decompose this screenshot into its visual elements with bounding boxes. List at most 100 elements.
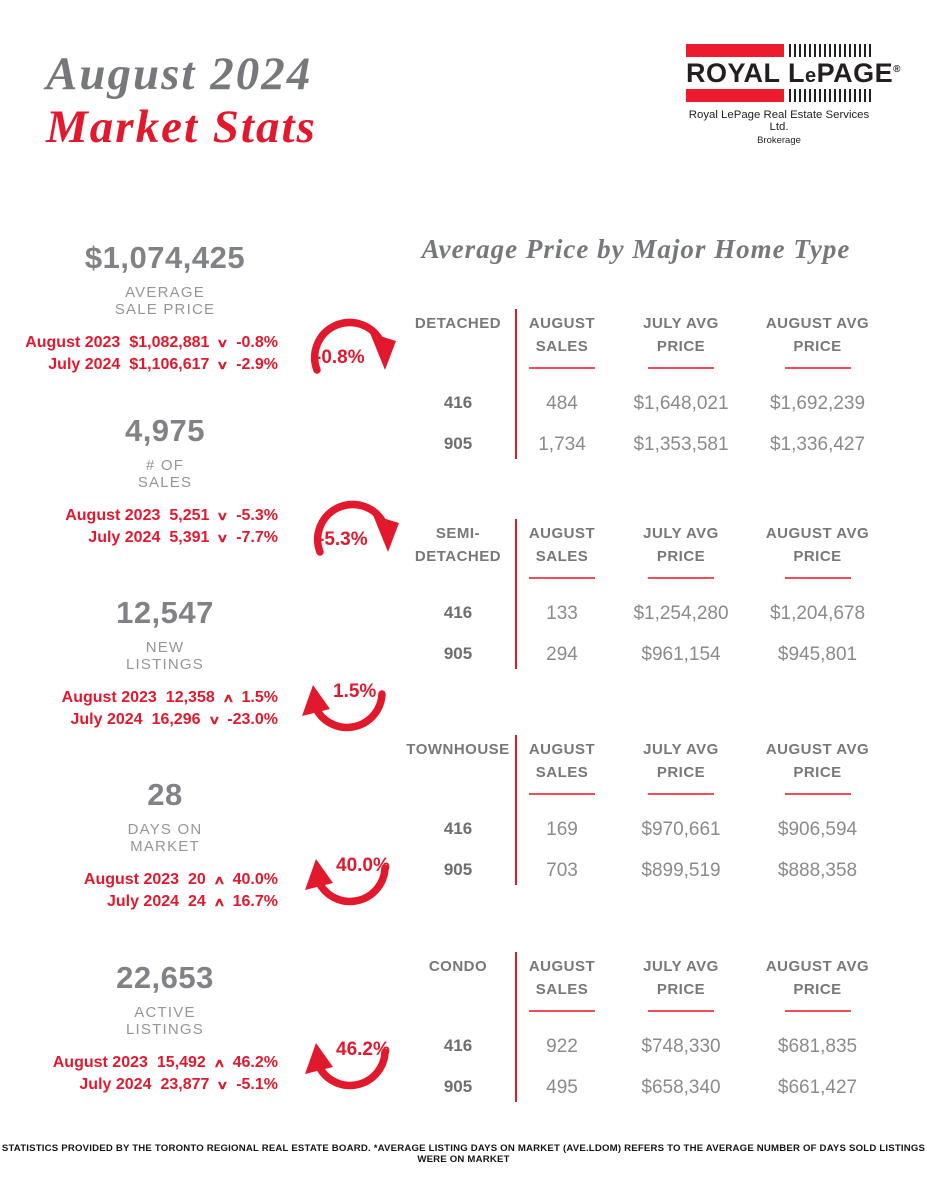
comparison-value: 12,358 [165,688,215,706]
area-code-cell: 416 [443,819,473,838]
stat-label-line1: DAYS ON [127,821,203,838]
july-avg-price-cell: $1,254,280 [633,603,729,624]
curved-arrow-up-icon [305,1043,389,1090]
stat-label-line1: ACTIVE [134,1004,196,1021]
stat-label-line1: # OF [145,457,185,474]
comparison-label: August 2023 [61,688,157,706]
stat-label: DAYS ON MARKET [0,821,330,856]
area-code-cell: 416 [443,603,473,622]
comparison-row: August 2023 5,251 ∨ -5.3% [0,505,330,527]
august-sales-cell: 495 [546,1077,578,1098]
column-header-july-avg-price: JULY AVG PRICE [613,739,749,795]
stat-label: AVERAGE SALE PRICE [0,284,330,319]
home-type-label-line1: SEMI- [435,525,481,542]
header-underline [529,577,595,579]
comparison-row: August 2023 15,492 ∧ 46.2% [0,1052,330,1074]
august-avg-price-cell: $661,427 [777,1077,858,1098]
august-sales-cell: 484 [546,393,578,414]
comparison-row: July 2024 16,296 ∨ -23.0% [0,709,330,731]
stat-active-listings: 22,653 ACTIVE LISTINGS August 2023 15,49… [0,960,330,1096]
august-sales-cell: 169 [546,819,578,840]
table-row: 905 495 $658,340 $661,427 [403,1077,890,1101]
curved-arrow-down-icon [310,318,396,374]
logo-wordmark-right: PAGE [816,58,894,88]
disclaimer-text: STATISTICS PROVIDED BY THE TORONTO REGIO… [1,1143,926,1165]
home-type-label-line1: CONDO [428,958,488,975]
logo-wordmark: ROYAL LePAGE® [686,57,901,89]
home-type-label-line1: DETACHED [414,315,502,332]
july-avg-price-cell: $1,353,581 [633,434,729,455]
august-avg-price-cell: $1,692,239 [769,393,866,414]
column-header-august-sales: AUGUST SALES [517,956,607,1012]
column-header-august-sales: AUGUST SALES [517,523,607,579]
table-row: 416 922 $748,330 $681,835 [403,1036,890,1060]
area-code-cell: 416 [443,1036,473,1055]
header-underline [648,577,714,579]
area-code-cell: 905 [443,434,473,453]
comparison-pct: -23.0% [227,710,278,728]
stat-label: # OF SALES [0,457,330,492]
registered-mark: ® [893,64,902,75]
change-badge-up-icon: 46.2% [303,1036,391,1098]
logo-bottom-bar [686,89,872,102]
curved-arrow-down-icon [313,500,399,556]
home-type-label-line2: DETACHED [414,547,502,565]
stat-comparisons: August 2023 12,358 ∧ 1.5% July 2024 16,2… [0,687,330,731]
table-row: 905 1,734 $1,353,581 $1,336,427 [403,434,890,458]
comparison-label: July 2024 [70,710,143,728]
table-row: 416 133 $1,254,280 $1,204,678 [403,603,890,627]
comparison-pct: -0.8% [236,333,278,351]
badge-percentage: -0.8% [315,347,365,368]
comparison-pct: 46.2% [232,1053,278,1071]
comparison-value: $1,106,617 [129,355,210,373]
comparison-label: August 2023 [52,1053,148,1071]
barcode-stripes-icon [789,89,872,102]
stat-label-line2: SALES [137,474,193,492]
logo-red-bar [686,44,784,57]
comparison-label: August 2023 [65,506,161,524]
comparison-value: 5,251 [169,506,210,524]
stat-value: $1,074,425 [84,240,246,275]
barcode-stripes-icon [789,44,872,57]
comparison-row: July 2024 23,877 ∨ -5.1% [0,1074,330,1096]
august-sales-cell: 294 [546,644,578,665]
column-header-august-avg-price: AUGUST AVG PRICE [751,739,884,795]
page-title: August 2024 Market Stats [46,48,317,154]
stat-comparisons: August 2023 20 ∧ 40.0% July 2024 24 ∧ 16… [0,869,330,913]
home-type-table-detached: DETACHED AUGUST SALES JULY AVG PRICE AUG… [403,303,890,468]
column-header-july-avg-price: JULY AVG PRICE [613,956,749,1012]
comparison-label: July 2024 [88,528,161,546]
stat-value: 4,975 [124,413,206,448]
home-type-label: DETACHED [403,313,513,336]
july-avg-price-cell: $1,648,021 [633,393,729,414]
header-underline [784,367,851,369]
comparison-pct: 40.0% [232,870,278,888]
header-underline [648,367,714,369]
title-month: August 2024 [46,48,313,100]
home-type-label-line1: TOWNHOUSE [406,741,510,758]
badge-percentage: -5.3% [318,529,368,550]
comparison-value: 5,391 [169,528,210,546]
comparison-pct: -5.3% [236,506,278,524]
comparison-value: 16,296 [151,710,201,728]
area-code-cell: 905 [443,860,473,879]
header-underline [529,1010,595,1012]
comparison-row: August 2023 20 ∧ 40.0% [0,869,330,891]
badge-percentage: 40.0% [336,855,390,876]
change-badge-down-icon: -0.8% [310,318,398,380]
comparison-row: July 2024 5,391 ∨ -7.7% [0,527,330,549]
area-code-cell: 416 [443,393,473,412]
logo-wordmark-left: ROYAL L [686,58,806,88]
comparison-value: 20 [188,870,206,888]
comparison-value: 15,492 [156,1053,206,1071]
change-badge-up-icon: 1.5% [300,678,388,740]
chevron-up-icon: ∧ [221,690,235,705]
august-sales-cell: 922 [546,1036,578,1057]
red-divider [515,309,517,459]
area-code-cell: 905 [443,644,473,663]
stat-value: 22,653 [116,960,214,995]
july-avg-price-cell: $658,340 [641,1077,721,1098]
change-badge-up-icon: 40.0% [303,852,391,914]
stat-label-line2: LISTINGS [126,656,204,674]
column-header-august-sales: AUGUST SALES [517,313,607,369]
